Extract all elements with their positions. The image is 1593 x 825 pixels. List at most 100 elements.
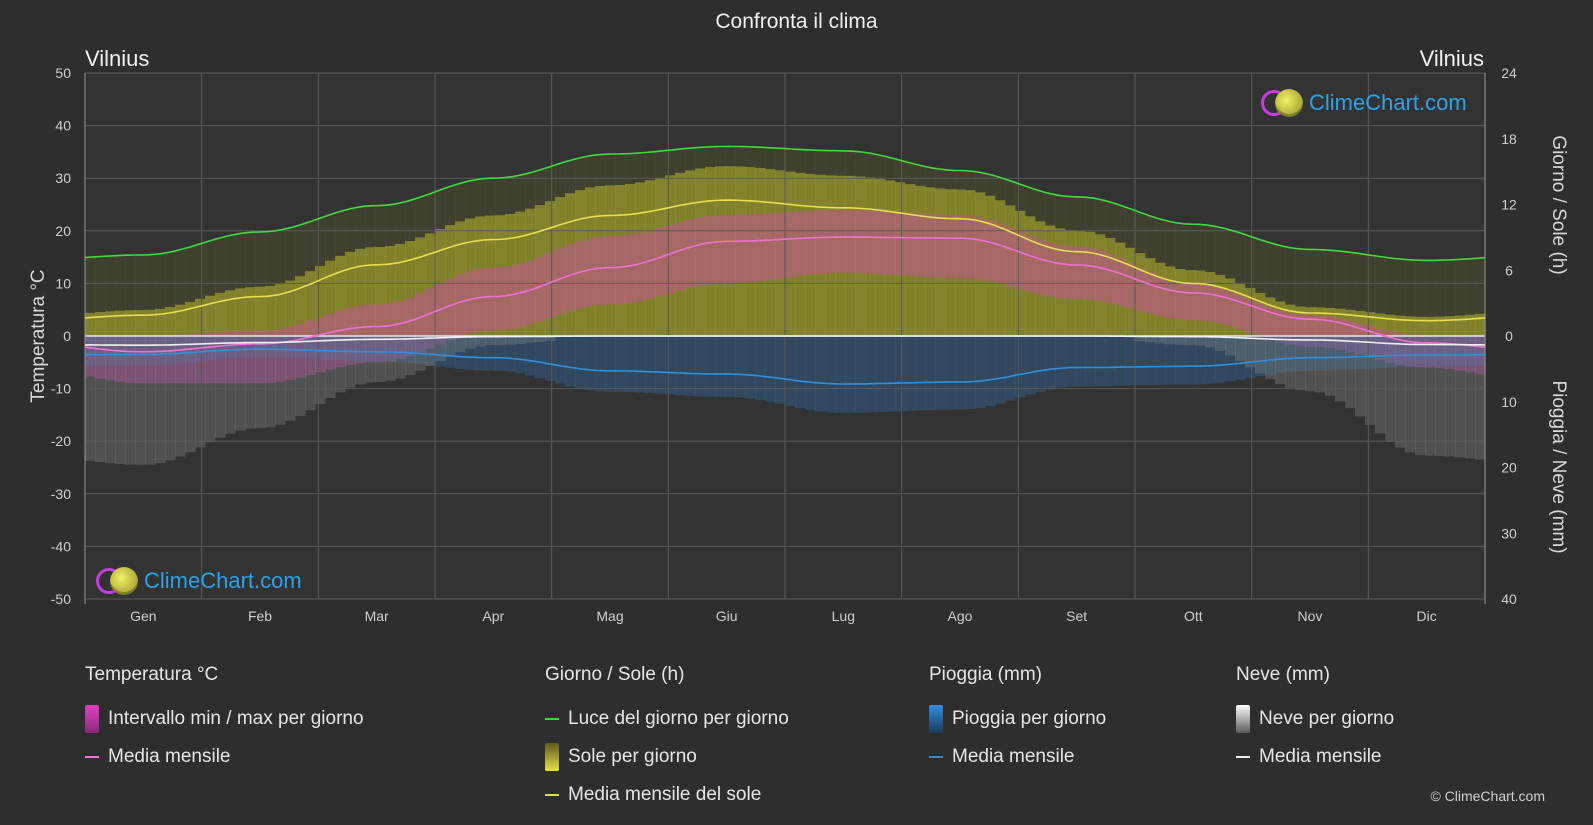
temp-range-bar — [1435, 336, 1446, 369]
sun-bar — [945, 189, 956, 336]
snow-bar — [1315, 336, 1326, 393]
location-left: Vilnius — [85, 46, 150, 71]
snow-bar — [475, 336, 486, 347]
temp-range-bar — [1445, 336, 1456, 370]
temp-range-bar — [155, 335, 166, 384]
rain-bar — [655, 336, 666, 394]
temp-range-bar — [85, 336, 96, 377]
rain-bar — [265, 336, 276, 358]
sun-bar — [335, 255, 346, 336]
sun-bar — [375, 246, 386, 336]
rain-bar — [1135, 336, 1146, 386]
temp-range-bar — [755, 214, 766, 282]
snow-bar — [1265, 336, 1276, 380]
right-top-tick-label: 18 — [1501, 131, 1517, 147]
rain-bar — [1335, 336, 1346, 371]
month-tick-label: Ago — [948, 608, 973, 624]
sun-bar — [605, 185, 616, 336]
temp-range-bar — [1415, 335, 1426, 368]
snow-bar — [335, 336, 346, 393]
rain-bar — [835, 336, 846, 413]
snow-bar — [1445, 336, 1456, 457]
sun-bar — [855, 176, 866, 336]
sun-bar — [895, 182, 906, 336]
legend-rain: Pioggia (mm) Pioggia per giorno Media me… — [929, 664, 1106, 776]
daylight-bar — [1475, 258, 1486, 336]
sun-bar — [455, 221, 466, 336]
sun-bar — [165, 307, 176, 336]
legend-temperature: Temperatura °C Intervallo min / max per … — [85, 664, 364, 776]
rain-bar — [715, 336, 726, 397]
snow-bar — [215, 336, 226, 438]
sun-bar — [525, 208, 536, 336]
daylight-bar — [1245, 236, 1256, 336]
rain-bar — [785, 336, 796, 406]
daylight-bar — [125, 255, 136, 336]
snow-bar — [1375, 336, 1386, 434]
temp-range-bar — [505, 266, 516, 330]
sun-bar — [85, 312, 96, 336]
sun-bar — [1055, 228, 1066, 336]
sun-bar — [1375, 313, 1386, 336]
sun-bar — [295, 276, 306, 336]
month-tick-label: Feb — [248, 608, 272, 624]
snow-bar — [85, 336, 96, 461]
daylight-bar — [245, 232, 256, 336]
daylight-bar — [135, 254, 146, 336]
temp-range-bar — [915, 213, 926, 277]
legend-item: Neve per giorno — [1236, 700, 1394, 738]
sun-bar — [875, 178, 886, 336]
rain-bar — [545, 336, 556, 381]
daylight-bar — [1435, 260, 1446, 336]
temp-range-bar — [555, 248, 566, 315]
snow-bar — [1465, 336, 1476, 459]
daylight-bar — [165, 252, 176, 336]
temp-range-bar — [255, 330, 266, 384]
right-axis-title-bottom: Pioggia / Neve (mm) — [1548, 380, 1569, 553]
sun-swatch-icon — [545, 743, 559, 771]
left-tick-label: 50 — [55, 65, 71, 81]
temp-range-bar — [1455, 336, 1466, 371]
daylight-bar — [1305, 249, 1316, 336]
snow-bar — [1165, 336, 1176, 345]
right-top-tick-label: 24 — [1501, 65, 1517, 81]
temp-range-bar — [635, 232, 646, 302]
temp-range-bar — [1005, 227, 1016, 287]
rain-bar — [945, 336, 956, 410]
sun-bar — [135, 309, 146, 336]
daylight-bar — [95, 256, 106, 336]
right-bottom-tick-label: 40 — [1501, 591, 1517, 607]
temp-range-bar — [1175, 282, 1186, 320]
rain-bar — [1365, 336, 1376, 369]
temp-range-bar — [475, 268, 486, 332]
daylight-bar — [115, 255, 126, 336]
month-tick-label: Giu — [716, 608, 738, 624]
sun-bar — [595, 185, 606, 336]
legend-heading: Temperatura °C — [85, 664, 219, 685]
snow-bar — [1255, 336, 1266, 374]
snow-bar — [1475, 336, 1486, 460]
sun-bar — [475, 216, 486, 336]
rain-bar — [815, 336, 826, 412]
temp-range-bar — [975, 217, 986, 280]
temp-range-bar — [1395, 333, 1406, 365]
daylight-bar — [1265, 242, 1276, 336]
rain-bar — [775, 336, 786, 404]
sun-bar — [495, 215, 506, 336]
rain-bar — [1095, 336, 1106, 387]
daylight-bar — [1415, 260, 1426, 336]
sun-bar — [955, 189, 966, 336]
sun-bar — [645, 180, 656, 336]
location-right: Vilnius — [1419, 46, 1484, 71]
daylight-line — [84, 145, 1486, 262]
sun-bar — [1235, 283, 1246, 336]
temp-range-bar — [625, 234, 636, 303]
sun-bar — [1255, 292, 1266, 336]
snow-bar — [1425, 336, 1436, 456]
sun-bar — [1355, 310, 1366, 336]
rain-bar — [425, 336, 436, 366]
snow-bar — [155, 336, 166, 464]
daylight-line-icon — [545, 718, 559, 720]
rain-bar — [1275, 336, 1286, 373]
legend-heading: Giorno / Sole (h) — [545, 664, 685, 685]
